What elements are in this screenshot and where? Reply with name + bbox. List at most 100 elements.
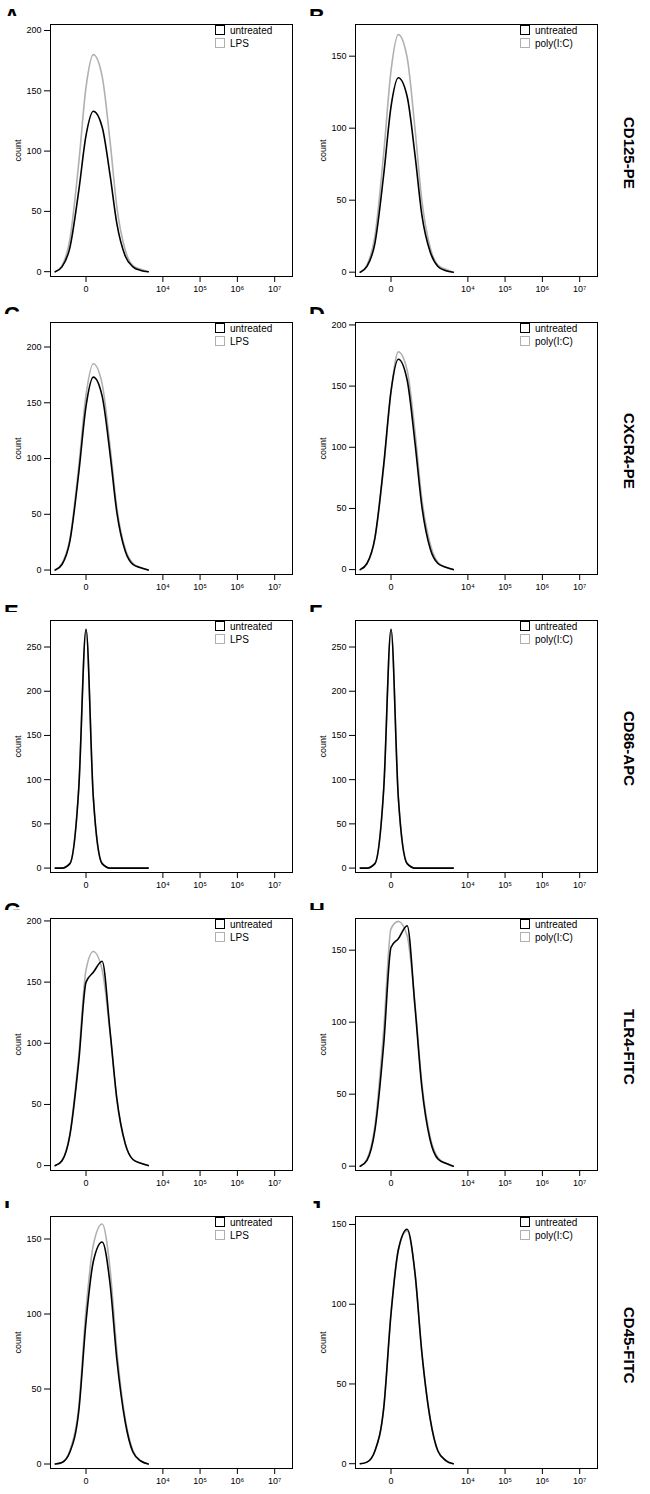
svg-text:200: 200 — [26, 342, 41, 352]
svg-text:10⁴: 10⁴ — [156, 1476, 170, 1486]
svg-text:50: 50 — [336, 1379, 346, 1389]
svg-text:150: 150 — [26, 730, 41, 740]
svg-text:10⁵: 10⁵ — [498, 284, 512, 294]
svg-text:100: 100 — [331, 1299, 346, 1309]
svg-text:50: 50 — [31, 509, 41, 519]
svg-text:10⁶: 10⁶ — [231, 1476, 245, 1486]
svg-text:0: 0 — [36, 1160, 41, 1170]
svg-text:10⁵: 10⁵ — [498, 880, 512, 890]
svg-text:10⁵: 10⁵ — [193, 1476, 207, 1486]
svg-text:100: 100 — [26, 146, 41, 156]
svg-text:10⁴: 10⁴ — [461, 284, 475, 294]
svg-text:0: 0 — [389, 1178, 394, 1188]
svg-text:10⁷: 10⁷ — [268, 284, 281, 294]
svg-text:50: 50 — [31, 819, 41, 829]
svg-text:50: 50 — [31, 1099, 41, 1109]
svg-text:10⁷: 10⁷ — [573, 284, 586, 294]
svg-text:0: 0 — [341, 564, 346, 574]
svg-text:10⁵: 10⁵ — [498, 1476, 512, 1486]
svg-text:10⁶: 10⁶ — [536, 284, 550, 294]
svg-text:200: 200 — [26, 25, 41, 35]
svg-text:50: 50 — [31, 1384, 41, 1394]
svg-text:count: count — [13, 437, 23, 460]
svg-text:150: 150 — [331, 1219, 346, 1229]
svg-text:0: 0 — [84, 1476, 89, 1486]
svg-text:0: 0 — [36, 267, 41, 277]
svg-text:100: 100 — [26, 1038, 41, 1048]
svg-text:150: 150 — [331, 51, 346, 61]
svg-text:10⁶: 10⁶ — [231, 880, 245, 890]
svg-text:50: 50 — [336, 1089, 346, 1099]
svg-text:150: 150 — [331, 730, 346, 740]
svg-text:50: 50 — [31, 206, 41, 216]
svg-text:0: 0 — [36, 863, 41, 873]
svg-text:150: 150 — [331, 381, 346, 391]
svg-text:0: 0 — [341, 1161, 346, 1171]
svg-text:count: count — [13, 1033, 23, 1056]
svg-text:0: 0 — [389, 1476, 394, 1486]
svg-text:0: 0 — [84, 284, 89, 294]
svg-text:10⁶: 10⁶ — [536, 1178, 550, 1188]
svg-text:count: count — [13, 1331, 23, 1354]
svg-text:10⁴: 10⁴ — [461, 880, 475, 890]
svg-text:50: 50 — [336, 195, 346, 205]
svg-text:250: 250 — [331, 642, 346, 652]
svg-text:200: 200 — [26, 916, 41, 926]
svg-text:0: 0 — [36, 1459, 41, 1469]
svg-text:100: 100 — [331, 1017, 346, 1027]
svg-text:count: count — [318, 735, 328, 758]
svg-text:100: 100 — [331, 442, 346, 452]
svg-text:150: 150 — [26, 1234, 41, 1244]
svg-text:250: 250 — [26, 642, 41, 652]
svg-text:150: 150 — [26, 977, 41, 987]
svg-text:10⁴: 10⁴ — [156, 1178, 170, 1188]
svg-text:count: count — [318, 1331, 328, 1354]
svg-text:0: 0 — [389, 880, 394, 890]
svg-text:10⁵: 10⁵ — [498, 582, 512, 592]
svg-text:10⁶: 10⁶ — [536, 880, 550, 890]
svg-text:count: count — [13, 735, 23, 758]
svg-text:10⁴: 10⁴ — [461, 1178, 475, 1188]
svg-text:100: 100 — [26, 1309, 41, 1319]
svg-text:10⁵: 10⁵ — [193, 582, 207, 592]
svg-text:10⁶: 10⁶ — [231, 1178, 245, 1188]
svg-text:10⁷: 10⁷ — [268, 1178, 281, 1188]
svg-text:10⁴: 10⁴ — [156, 582, 170, 592]
svg-text:10⁴: 10⁴ — [156, 880, 170, 890]
svg-text:100: 100 — [26, 453, 41, 463]
svg-text:10⁴: 10⁴ — [461, 582, 475, 592]
svg-text:0: 0 — [84, 1178, 89, 1188]
svg-text:200: 200 — [331, 320, 346, 330]
svg-text:100: 100 — [331, 775, 346, 785]
svg-text:0: 0 — [341, 863, 346, 873]
svg-text:10⁶: 10⁶ — [536, 582, 550, 592]
svg-text:10⁵: 10⁵ — [193, 284, 207, 294]
svg-text:10⁴: 10⁴ — [156, 284, 170, 294]
svg-text:10⁷: 10⁷ — [573, 1178, 586, 1188]
svg-text:0: 0 — [36, 565, 41, 575]
svg-text:100: 100 — [26, 775, 41, 785]
svg-text:10⁶: 10⁶ — [536, 1476, 550, 1486]
svg-text:10⁵: 10⁵ — [498, 1178, 512, 1188]
svg-text:0: 0 — [84, 880, 89, 890]
svg-text:150: 150 — [26, 398, 41, 408]
svg-text:0: 0 — [341, 267, 346, 277]
svg-text:0: 0 — [341, 1459, 346, 1469]
svg-text:200: 200 — [26, 686, 41, 696]
svg-text:50: 50 — [336, 503, 346, 513]
svg-text:10⁵: 10⁵ — [193, 880, 207, 890]
svg-text:10⁷: 10⁷ — [268, 880, 281, 890]
svg-text:10⁴: 10⁴ — [461, 1476, 475, 1486]
svg-text:0: 0 — [389, 284, 394, 294]
svg-text:0: 0 — [84, 582, 89, 592]
svg-text:50: 50 — [336, 819, 346, 829]
svg-text:10⁷: 10⁷ — [268, 1476, 281, 1486]
svg-text:100: 100 — [331, 123, 346, 133]
svg-text:10⁷: 10⁷ — [573, 1476, 586, 1486]
svg-text:count: count — [318, 1033, 328, 1056]
svg-text:10⁷: 10⁷ — [268, 582, 281, 592]
svg-text:0: 0 — [389, 582, 394, 592]
svg-text:150: 150 — [26, 86, 41, 96]
svg-text:200: 200 — [331, 686, 346, 696]
svg-text:150: 150 — [331, 945, 346, 955]
